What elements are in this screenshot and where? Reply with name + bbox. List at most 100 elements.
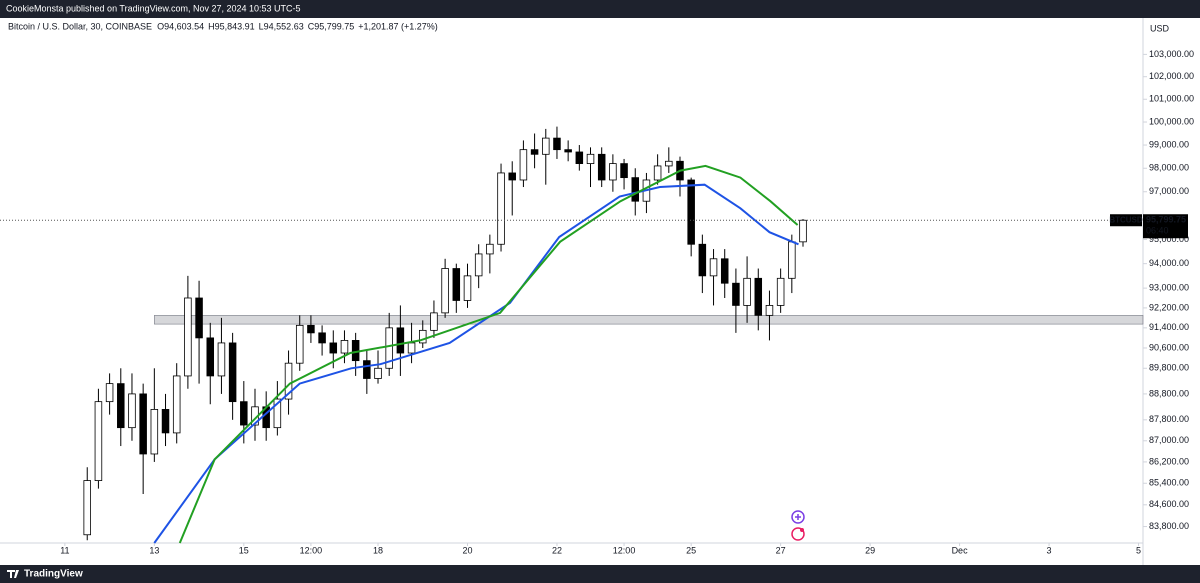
candle-body [94, 401, 103, 481]
y-tick-label: 101,000.00 [1149, 94, 1194, 104]
candle-body [788, 241, 796, 279]
candle-body [161, 409, 170, 434]
y-tick-label: 100,000.00 [1149, 116, 1194, 126]
candle-body [363, 360, 371, 379]
ohlc-value: H95,843.91 [208, 21, 255, 31]
candle-body [418, 329, 427, 344]
candle-body [128, 393, 136, 429]
candle-body [139, 393, 147, 455]
y-tick-label: 93,000.00 [1149, 283, 1189, 293]
ohlc-value: L94,552.63 [259, 21, 304, 31]
candle-body [295, 324, 304, 364]
candle-body [799, 219, 807, 243]
candle-body [105, 383, 114, 403]
candle-body [441, 268, 449, 314]
candle-body [172, 375, 181, 434]
candle-body [117, 383, 125, 429]
candle-body [206, 337, 215, 377]
y-tick-label: 90,600.00 [1149, 342, 1189, 352]
y-tick-label: 87,800.00 [1149, 414, 1189, 424]
candle-body [776, 277, 785, 306]
candle-body [284, 362, 293, 400]
candle-body [698, 243, 707, 277]
y-tick-label: 88,800.00 [1149, 388, 1189, 398]
y-tick-label: 85,400.00 [1149, 478, 1189, 488]
ohlc-value: O94,603.54 [157, 21, 204, 31]
countdown: 06:40 [1146, 226, 1169, 236]
y-tick-label: 87,000.00 [1149, 435, 1189, 445]
candle-body [597, 153, 606, 181]
moving-average [178, 164, 799, 544]
candle-body [609, 163, 617, 181]
y-tick-label: 83,800.00 [1149, 521, 1189, 531]
candle-body [318, 332, 326, 344]
candle-body [553, 137, 561, 151]
y-tick-label: 92,200.00 [1149, 302, 1189, 312]
candle-body [407, 342, 416, 354]
x-tick-label: 20 [462, 545, 472, 555]
y-tick-label: 99,000.00 [1149, 139, 1189, 149]
candle-body [184, 297, 192, 377]
candle-body [474, 253, 483, 277]
candle-body [542, 137, 550, 155]
last-price-bg [1143, 214, 1188, 239]
y-tick-label: 103,000.00 [1149, 49, 1194, 59]
candle-body [463, 275, 472, 301]
x-tick-label: 5 [1136, 545, 1141, 555]
ohlc-value: C95,799.75 [308, 21, 355, 31]
y-tick-label: 97,000.00 [1149, 186, 1189, 196]
x-tick-label: 13 [149, 545, 159, 555]
currency: USD [1150, 23, 1170, 33]
candle-body [653, 165, 662, 181]
last-price-label: 95,799.75 [1146, 215, 1186, 225]
candle-body [329, 342, 338, 354]
candle-body [687, 179, 695, 245]
x-tick-label: 22 [552, 545, 562, 555]
candle-body [743, 277, 751, 306]
x-tick-label: 3 [1047, 545, 1052, 555]
x-tick-label: 11 [60, 545, 69, 555]
candle-body [217, 342, 226, 377]
candle-body [665, 160, 673, 167]
candle-body [754, 277, 763, 316]
symbol: Bitcoin / U.S. Dollar, 30, COINBASE [8, 21, 152, 31]
y-tick-label: 95,000.00 [1149, 234, 1189, 244]
x-tick-label: 15 [239, 545, 249, 555]
candle-body [631, 177, 640, 202]
y-tick-label: 86,200.00 [1149, 456, 1189, 466]
candle-body [508, 172, 516, 181]
y-tick-label: 102,000.00 [1149, 71, 1194, 81]
candle-body [720, 258, 729, 284]
candle-body [497, 172, 505, 245]
y-tick-label: 89,800.00 [1149, 363, 1189, 373]
brand: TradingView [24, 569, 83, 580]
top-bar [0, 0, 1200, 18]
candle-body [195, 297, 203, 339]
moving-average [153, 183, 799, 544]
x-tick-label: 12:00 [613, 545, 636, 555]
candle-body [340, 340, 349, 354]
candle-body [150, 409, 159, 455]
candle-body [228, 342, 237, 403]
icon-plus-sign [795, 514, 801, 520]
icon-event-dot [800, 528, 804, 532]
candle-body [620, 163, 628, 179]
candle-body [452, 268, 461, 301]
candle-body [519, 149, 528, 181]
ohlc-value: +1,201.87 (+1.27%) [358, 21, 438, 31]
y-tick-label: 98,000.00 [1149, 163, 1189, 173]
x-tick-label: 25 [686, 545, 696, 555]
candle-body [586, 153, 595, 165]
y-tick-label: 91,400.00 [1149, 322, 1189, 332]
candle-body [575, 151, 584, 165]
candle-body [430, 312, 438, 331]
candle-body [240, 401, 248, 426]
candle-body [709, 258, 718, 277]
symbol-tag: BTCUSD [1109, 215, 1143, 224]
x-tick-label: Dec [952, 545, 969, 555]
candle-body [486, 243, 494, 255]
candle-body [385, 327, 393, 369]
candle-body [83, 480, 91, 536]
